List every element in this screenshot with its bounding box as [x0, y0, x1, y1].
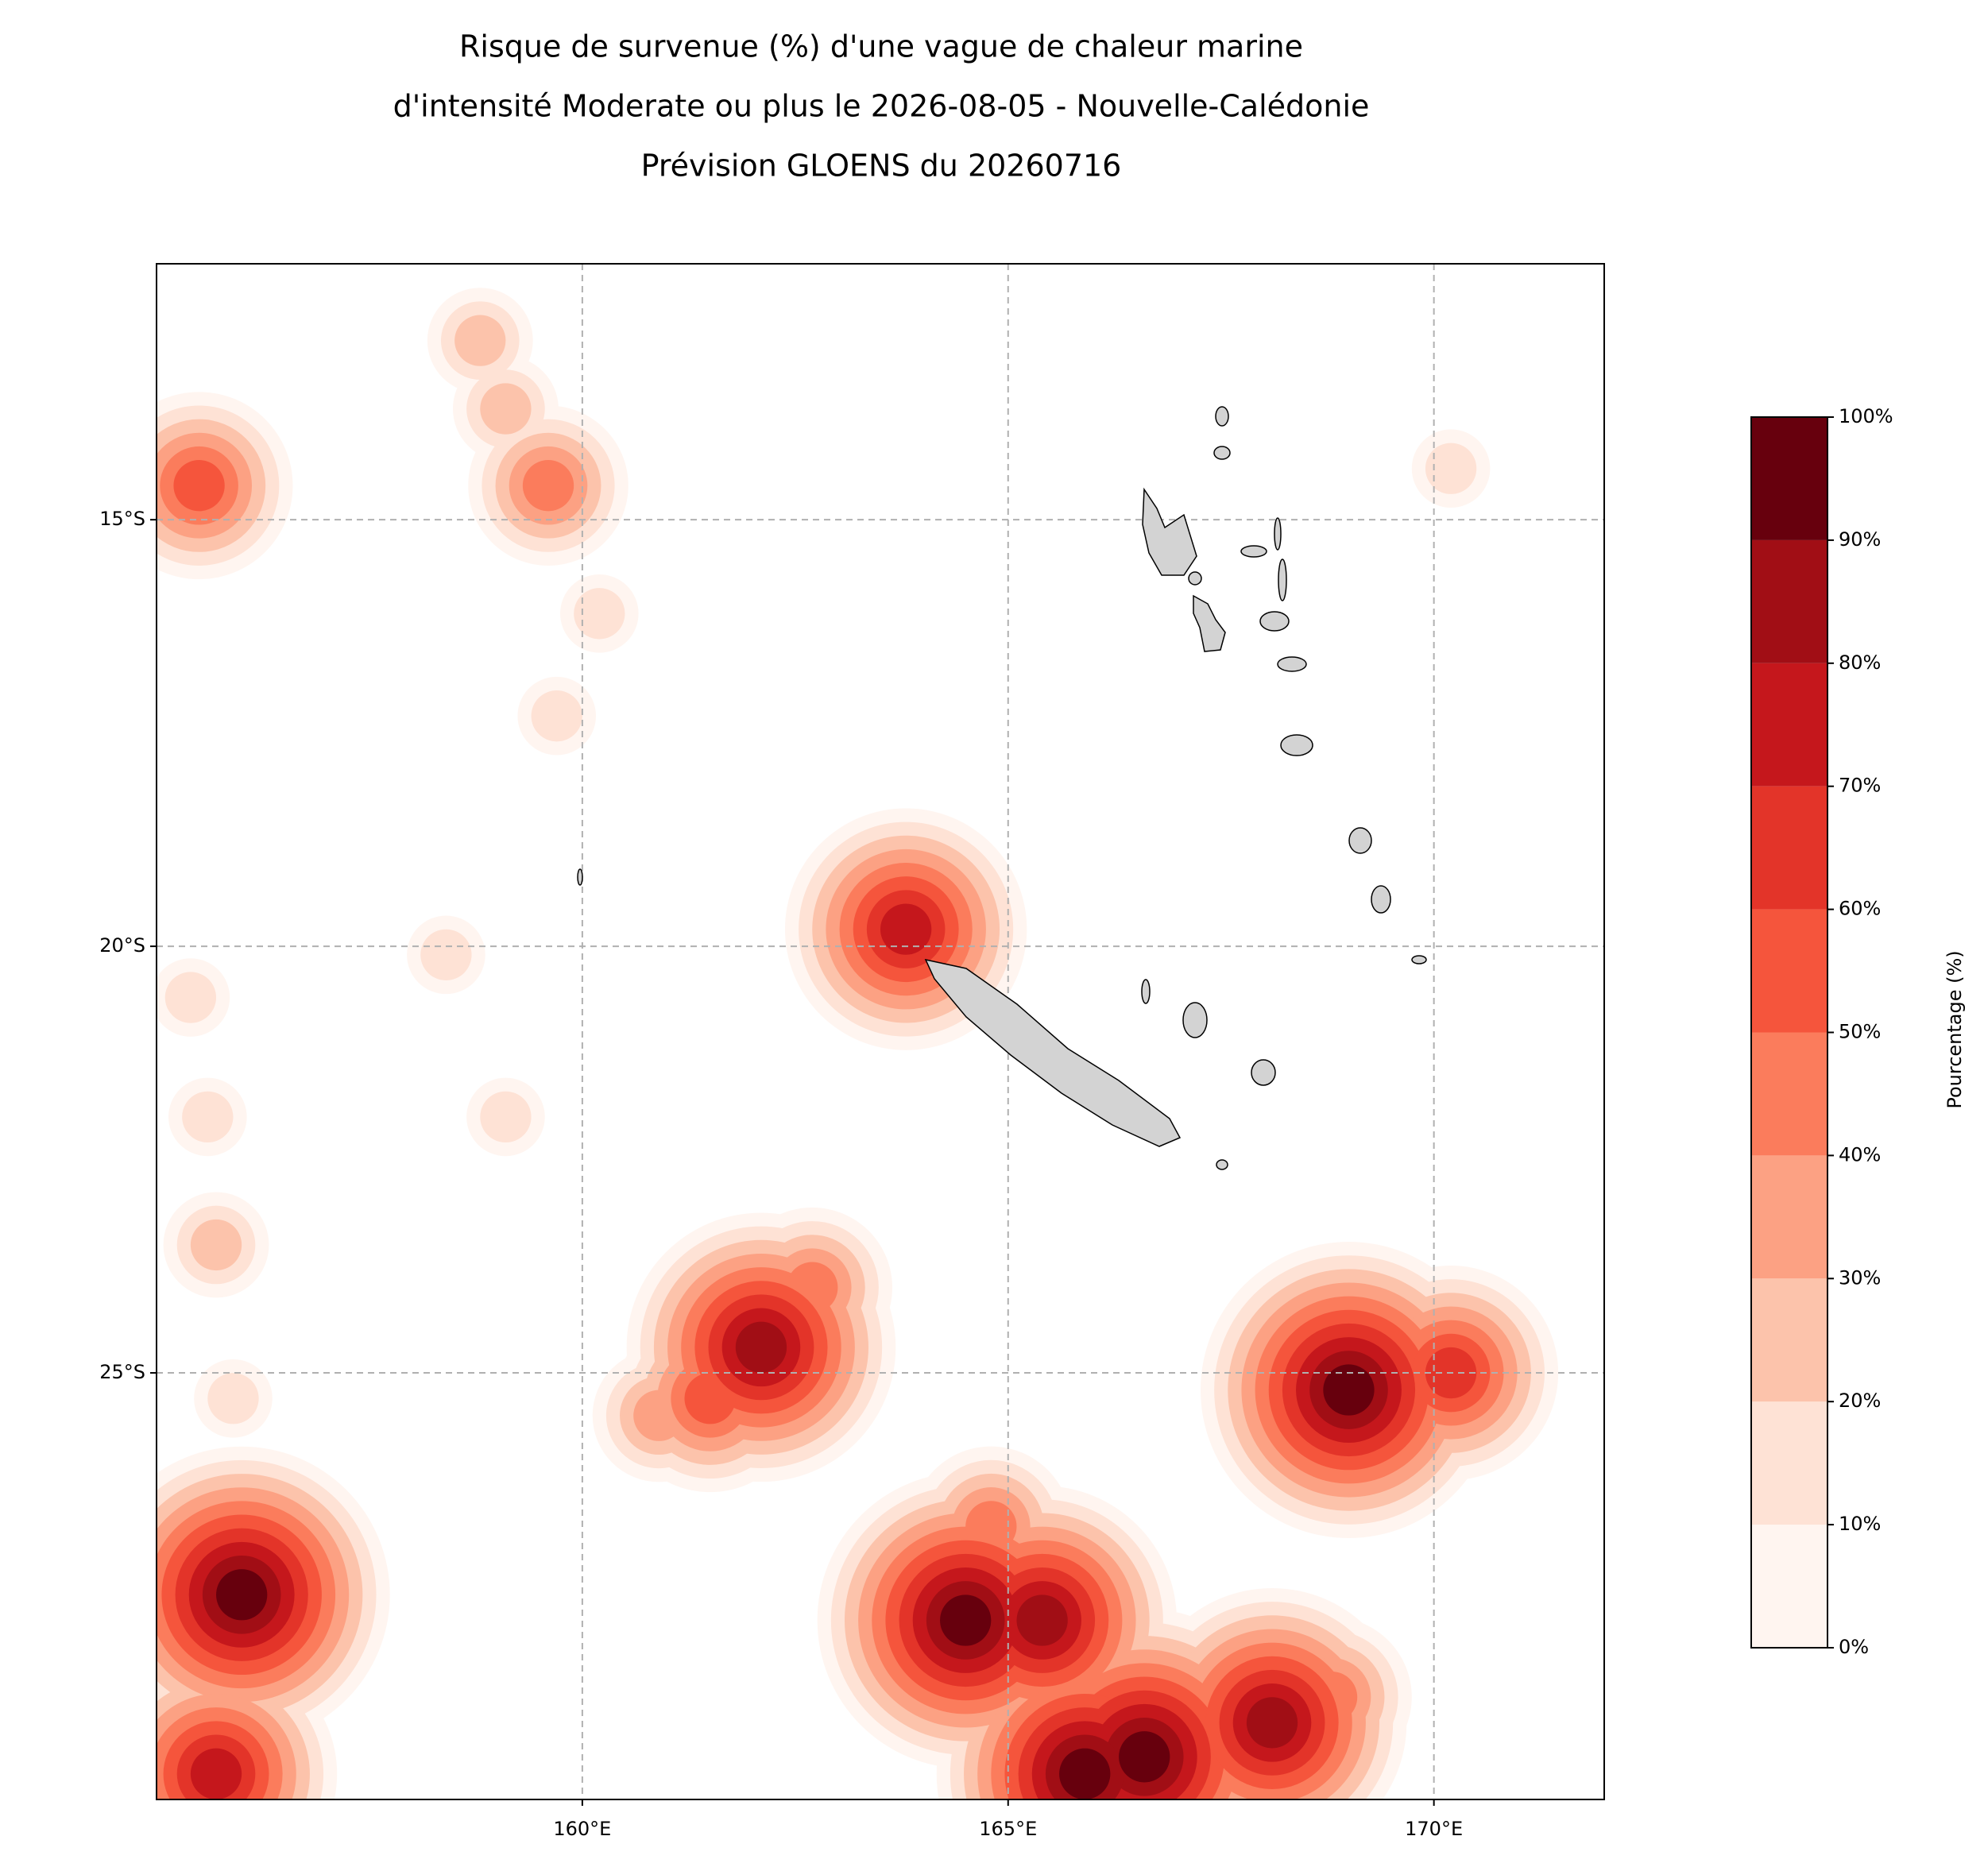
contour-cell: [1119, 1731, 1170, 1783]
contour-cell: [940, 1594, 992, 1646]
island: [1277, 656, 1307, 672]
x-tick-label: 165°E: [979, 1818, 1037, 1840]
x-tick-label: 160°E: [553, 1818, 611, 1840]
colorbar-band: [1751, 417, 1827, 540]
island: [1141, 979, 1151, 1004]
colorbar-band: [1751, 1525, 1827, 1648]
island: [924, 958, 1182, 1147]
island: [1240, 545, 1267, 558]
contour-cell: [420, 929, 472, 981]
map-frame: [156, 263, 1605, 1800]
colorbar-band: [1751, 1278, 1827, 1402]
title-line: Prévision GLOENS du 20260716: [641, 149, 1122, 184]
contour-cell: [173, 460, 225, 512]
colorbar-tick-label: 40%: [1839, 1143, 1881, 1165]
island: [1259, 611, 1290, 632]
island: [1216, 1159, 1228, 1170]
island: [1193, 594, 1226, 652]
island: [1182, 1002, 1208, 1038]
contour-cell: [1323, 1364, 1375, 1416]
contour-cell: [216, 1569, 268, 1621]
contour-field: [157, 288, 1559, 1799]
contour-cell: [735, 1321, 787, 1373]
contour-cell: [480, 383, 532, 435]
colorbar-tick-label: 50%: [1839, 1021, 1881, 1043]
contour-cell: [190, 1748, 242, 1799]
contour-cell: [190, 1219, 242, 1271]
y-tick-label: 15°S: [99, 508, 145, 530]
colorbar-band: [1751, 1032, 1827, 1156]
contour-cell: [1016, 1594, 1068, 1646]
island: [1371, 885, 1391, 914]
contour-cell: [454, 315, 506, 366]
colorbar-tick-label: 60%: [1839, 898, 1881, 920]
colorbar-tick-label: 90%: [1839, 528, 1881, 551]
colorbar-tick-label: 20%: [1839, 1390, 1881, 1412]
x-tick-label: 170°E: [1405, 1818, 1463, 1840]
contour-cell: [1059, 1748, 1111, 1799]
island: [1213, 446, 1231, 460]
colorbar-band: [1751, 909, 1827, 1033]
contour-cell: [880, 903, 932, 955]
colorbar-label: Pourcentage (%): [1944, 950, 1966, 1108]
title-line: d'intensité Moderate ou plus le 2026-08-…: [393, 89, 1370, 124]
colorbar-band: [1751, 539, 1827, 663]
y-tick-label: 20°S: [99, 934, 145, 957]
contour-cell: [1246, 1697, 1298, 1749]
colorbar-band: [1751, 1401, 1827, 1525]
contour-cell: [684, 1373, 736, 1424]
island: [1278, 559, 1287, 601]
colorbar-tick-label: 100%: [1839, 405, 1893, 427]
contour-cell: [164, 972, 217, 1023]
island: [1142, 487, 1197, 576]
colorbar-tick-label: 0%: [1839, 1636, 1869, 1658]
contour-cell: [1425, 443, 1477, 494]
island: [1215, 406, 1229, 427]
contour-cell: [480, 1091, 532, 1143]
colorbar-tick-label: 10%: [1839, 1513, 1881, 1535]
land: [577, 406, 1427, 1170]
island: [1411, 955, 1427, 964]
colorbar-tick-label: 80%: [1839, 651, 1881, 674]
colorbar-band: [1751, 1155, 1827, 1279]
contour-cell: [965, 1501, 1017, 1552]
colorbar-band: [1751, 663, 1827, 787]
y-tick-label: 25°S: [99, 1361, 145, 1383]
contour-cell: [522, 460, 574, 512]
title-line: Risque de survenue (%) d'une vague de ch…: [459, 29, 1303, 64]
island: [1348, 827, 1372, 854]
colorbar-band: [1751, 786, 1827, 910]
colorbar-tick-label: 70%: [1839, 775, 1881, 797]
colorbar: 0% 10% 20% 30% 40% 50% 60% 70% 80% 90% 100%: [1750, 405, 1893, 1658]
island: [1188, 571, 1202, 586]
island: [1274, 517, 1282, 551]
island: [1251, 1059, 1276, 1086]
colorbar-tick-label: 30%: [1839, 1266, 1881, 1289]
island: [577, 868, 583, 886]
contour-cell: [182, 1091, 234, 1143]
contour-cell: [207, 1373, 259, 1424]
contour-cell: [531, 690, 582, 742]
island: [1280, 734, 1313, 756]
contour-cell: [574, 588, 625, 640]
